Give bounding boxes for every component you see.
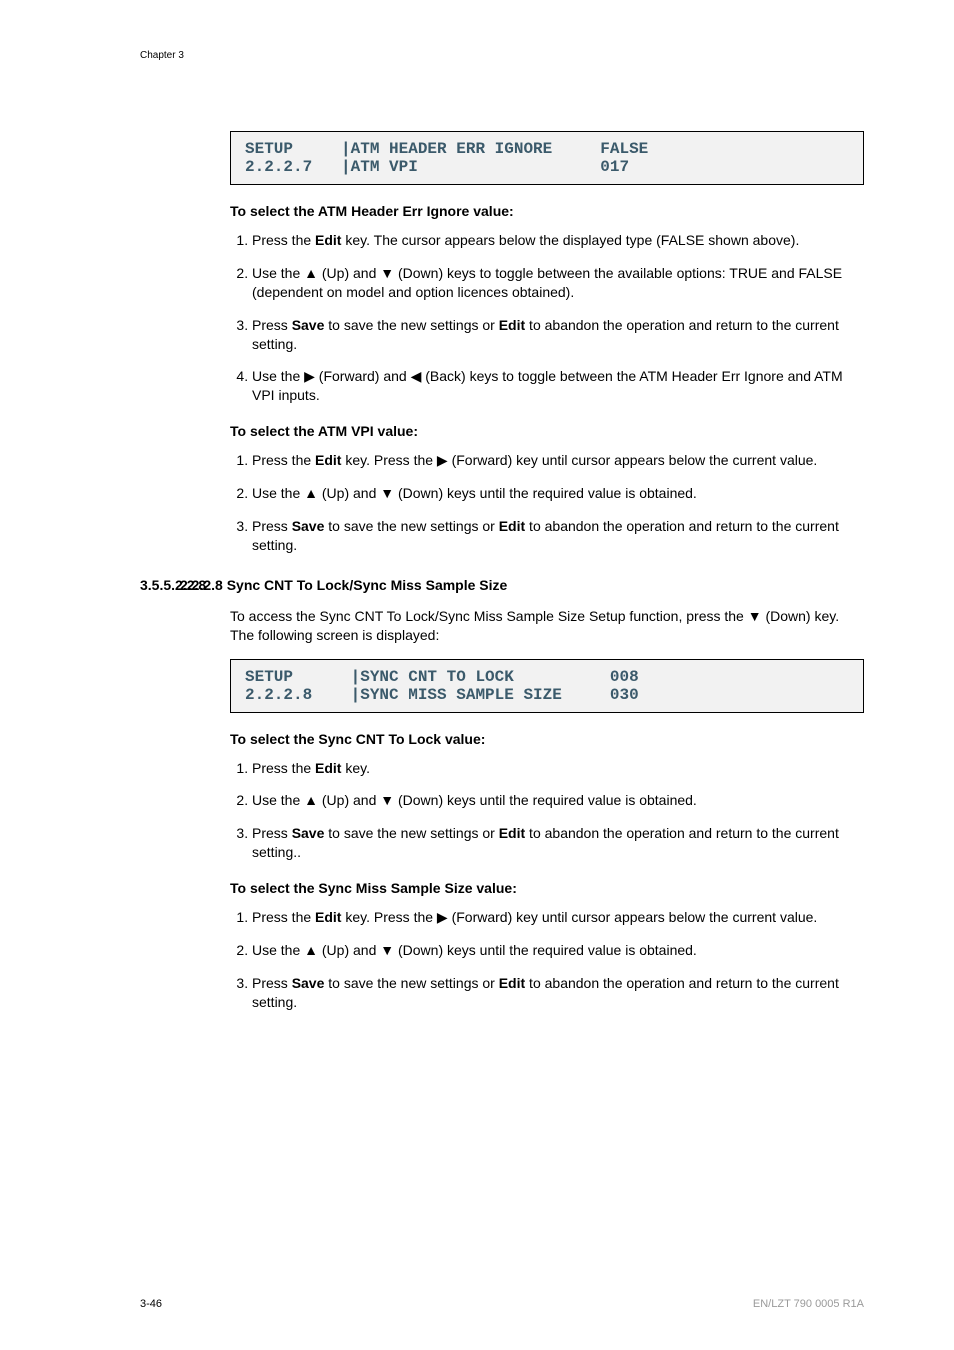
list-sync-miss-sample: Press the Edit key. Press the ▶ (Forward… [230, 908, 864, 1012]
list-item: Use the ▲ (Up) and ▼ (Down) keys until t… [252, 791, 864, 810]
screen2-line1: SETUP |SYNC CNT TO LOCK 008 [245, 668, 849, 686]
text-bold: Edit [499, 317, 525, 333]
text: to save the new settings or [324, 317, 498, 333]
list-item: Use the ▲ (Up) and ▼ (Down) keys until t… [252, 941, 864, 960]
text: Press [252, 317, 292, 333]
text-bold: Edit [315, 909, 341, 925]
text: to save the new settings or [324, 975, 498, 991]
list-atm-header-ignore: Press the Edit key. The cursor appears b… [230, 231, 864, 405]
text-bold: Save [292, 518, 325, 534]
text: Use the ▲ (Up) and ▼ (Down) keys until t… [252, 942, 697, 958]
text-bold: Edit [499, 975, 525, 991]
text-bold: Edit [315, 760, 341, 776]
list-item: Press Save to save the new settings or E… [252, 824, 864, 862]
text: Use the ▶ (Forward) and ◀ (Back) keys to… [252, 368, 843, 403]
text: Use the ▲ (Up) and ▼ (Down) keys until t… [252, 485, 697, 501]
text: Press the [252, 760, 315, 776]
chapter-label: Chapter 3 [140, 50, 864, 61]
text: Use the ▲ (Up) and ▼ (Down) keys until t… [252, 792, 697, 808]
text: Press [252, 518, 292, 534]
text-bold: Edit [499, 825, 525, 841]
footer: 3-46 EN/LZT 790 0005 R1A [140, 1298, 864, 1310]
text: Press [252, 825, 292, 841]
text: Press the [252, 232, 315, 248]
text: Press [252, 975, 292, 991]
screen1-line2: 2.2.2.7 |ATM VPI 017 [245, 158, 849, 176]
list-sync-cnt-lock: Press the Edit key. Use the ▲ (Up) and ▼… [230, 759, 864, 863]
text: key. Press the ▶ (Forward) key until cur… [341, 452, 817, 468]
text: Press the [252, 909, 315, 925]
screen-box-1: SETUP |ATM HEADER ERR IGNORE FALSE 2.2.2… [230, 131, 864, 185]
list-atm-vpi: Press the Edit key. Press the ▶ (Forward… [230, 451, 864, 555]
screen2-line2: 2.2.2.8 |SYNC MISS SAMPLE SIZE 030 [245, 686, 849, 704]
text: Use the ▲ (Up) and ▼ (Down) keys to togg… [252, 265, 842, 300]
list-item: Press Save to save the new settings or E… [252, 316, 864, 354]
list-item: Press Save to save the new settings or E… [252, 974, 864, 1012]
heading-sync-cnt-lock: To select the Sync CNT To Lock value: [230, 731, 864, 747]
text: key. [341, 760, 370, 776]
section-row: 3.5.5.2.2.8 2.2.2.8 Sync CNT To Lock/Syn… [140, 577, 864, 593]
section-title: 2.2.2.8 Sync CNT To Lock/Sync Miss Sampl… [180, 577, 507, 593]
text: Press the [252, 452, 315, 468]
text: key. The cursor appears below the displa… [341, 232, 799, 248]
list-item: Use the ▶ (Forward) and ◀ (Back) keys to… [252, 367, 864, 405]
text: key. Press the ▶ (Forward) key until cur… [341, 909, 817, 925]
text-bold: Save [292, 825, 325, 841]
screen1-line1: SETUP |ATM HEADER ERR IGNORE FALSE [245, 140, 849, 158]
text: to save the new settings or [324, 825, 498, 841]
list-item: Use the ▲ (Up) and ▼ (Down) keys to togg… [252, 264, 864, 302]
list-item: Press Save to save the new settings or E… [252, 517, 864, 555]
paragraph: To access the Sync CNT To Lock/Sync Miss… [230, 607, 864, 645]
text: to save the new settings or [324, 518, 498, 534]
doc-reference: EN/LZT 790 0005 R1A [753, 1298, 864, 1310]
text-bold: Save [292, 317, 325, 333]
heading-atm-vpi: To select the ATM VPI value: [230, 423, 864, 439]
text-bold: Edit [499, 518, 525, 534]
section-number: 3.5.5.2.2.8 [90, 577, 180, 593]
text-bold: Save [292, 975, 325, 991]
text-bold: Edit [315, 452, 341, 468]
heading-sync-miss-sample: To select the Sync Miss Sample Size valu… [230, 880, 864, 896]
page-number: 3-46 [140, 1298, 162, 1310]
list-item: Use the ▲ (Up) and ▼ (Down) keys until t… [252, 484, 864, 503]
list-item: Press the Edit key. [252, 759, 864, 778]
screen-box-2: SETUP |SYNC CNT TO LOCK 008 2.2.2.8 |SYN… [230, 659, 864, 713]
list-item: Press the Edit key. Press the ▶ (Forward… [252, 908, 864, 927]
heading-atm-header-ignore: To select the ATM Header Err Ignore valu… [230, 203, 864, 219]
text-bold: Edit [315, 232, 341, 248]
list-item: Press the Edit key. Press the ▶ (Forward… [252, 451, 864, 470]
list-item: Press the Edit key. The cursor appears b… [252, 231, 864, 250]
